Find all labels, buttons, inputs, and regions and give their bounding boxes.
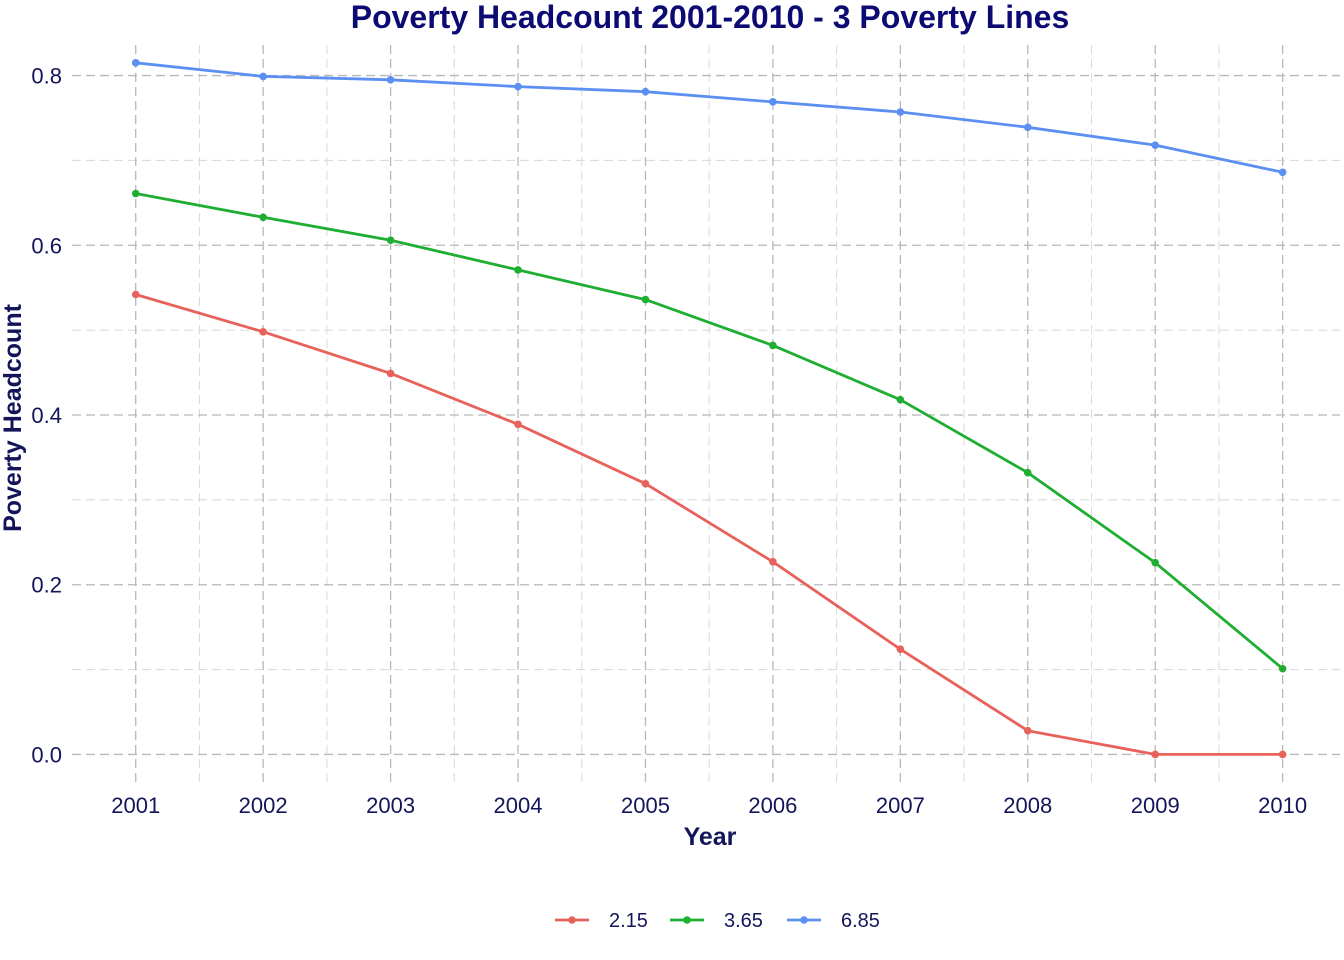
data-point [386,75,395,84]
y-tick-label: 0.0 [31,742,62,767]
data-point [769,558,777,566]
data-point [514,420,522,429]
data-point [1278,168,1287,177]
data-point [641,87,650,96]
y-axis-ticks: 0.0 0.2 0.4 0.6 0.8 [31,64,62,768]
legend-item: 3.65 [670,910,763,932]
x-tick-label: 2002 [239,793,288,818]
data-point [1278,750,1287,759]
series-3-65 [131,189,1287,673]
data-point [1023,726,1032,735]
series-line [134,192,1285,671]
data-point [896,395,905,404]
series-2-15 [131,290,1287,759]
data-point [514,82,522,91]
legend-label: 3.65 [724,910,763,932]
x-tick-label: 2006 [748,793,797,818]
data-point [131,59,140,67]
legend-label: 6.85 [841,910,880,932]
y-axis-title: Poverty Headcount [0,303,27,532]
series-6-85 [131,59,1287,177]
legend-marker [800,916,808,924]
grid [72,45,1340,785]
data-point [259,328,267,336]
chart-title: Poverty Headcount 2001-2010 - 3 Poverty … [351,0,1070,35]
x-axis-ticks: 2001 2002 2003 2004 2005 2006 2007 2008 2009 2010 [111,793,1307,818]
y-tick-label: 0.6 [31,233,62,258]
x-tick-label: 2009 [1131,793,1180,818]
y-tick-label: 0.2 [31,573,62,598]
x-tick-label: 2003 [366,793,415,818]
data-point [259,213,267,222]
data-point [514,266,522,274]
data-point [896,108,905,116]
legend-marker [683,916,691,924]
data-point [1023,468,1032,477]
data-point [1278,664,1287,673]
data-point [131,290,140,299]
legend: 2.15 3.65 6.85 [555,910,880,932]
x-tick-label: 2008 [1003,793,1052,818]
x-axis-title: Year [684,823,737,851]
x-tick-label: 2001 [111,793,160,818]
x-tick-label: 2010 [1258,793,1307,818]
legend-label: 2.15 [609,910,648,932]
plot-series [131,59,1287,759]
data-point [641,479,650,488]
legend-item: 6.85 [787,910,880,932]
legend-item: 2.15 [555,910,648,932]
series-line [134,61,1285,174]
legend-marker [568,916,576,924]
y-tick-label: 0.4 [31,403,62,428]
data-point [386,369,395,378]
data-point [131,189,140,198]
data-point [896,645,905,654]
data-point [1151,141,1160,149]
data-point [259,72,267,81]
data-point [386,236,395,244]
y-tick-label: 0.8 [31,64,62,89]
data-point [641,295,650,304]
series-line [134,293,1285,756]
x-tick-label: 2004 [494,793,543,818]
data-point [1151,750,1160,759]
data-point [1151,558,1160,567]
x-tick-label: 2007 [876,793,925,818]
data-point [1023,123,1032,132]
data-point [769,98,777,106]
data-point [769,341,777,350]
x-tick-label: 2005 [621,793,670,818]
